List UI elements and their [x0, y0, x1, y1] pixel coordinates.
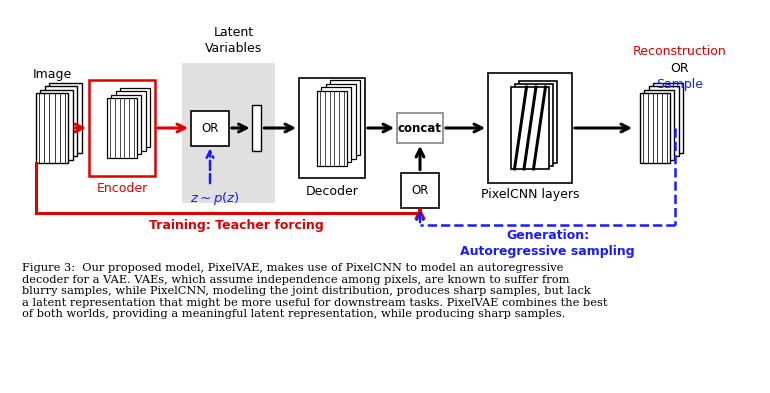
- Polygon shape: [330, 80, 360, 155]
- FancyBboxPatch shape: [253, 105, 262, 151]
- Text: OR: OR: [411, 184, 429, 196]
- Polygon shape: [519, 81, 557, 163]
- Polygon shape: [36, 93, 68, 163]
- Text: Latent
Variables: Latent Variables: [205, 26, 262, 55]
- FancyBboxPatch shape: [299, 78, 365, 178]
- Text: Image: Image: [32, 68, 72, 81]
- Text: OR: OR: [201, 121, 219, 134]
- Polygon shape: [107, 98, 137, 158]
- Text: Encoder: Encoder: [96, 182, 148, 195]
- Text: Training: Teacher forcing: Training: Teacher forcing: [149, 219, 323, 232]
- Text: Sample: Sample: [657, 78, 704, 91]
- Polygon shape: [45, 86, 77, 156]
- Polygon shape: [511, 87, 549, 169]
- Text: Decoder: Decoder: [306, 185, 359, 198]
- Polygon shape: [112, 95, 142, 154]
- FancyBboxPatch shape: [191, 110, 229, 145]
- Polygon shape: [322, 87, 351, 162]
- Text: concat: concat: [398, 121, 442, 134]
- Polygon shape: [644, 90, 675, 160]
- FancyBboxPatch shape: [488, 73, 572, 183]
- Polygon shape: [41, 90, 72, 160]
- FancyBboxPatch shape: [182, 63, 275, 203]
- FancyBboxPatch shape: [401, 173, 439, 208]
- Text: Generation:
Autoregressive sampling: Generation: Autoregressive sampling: [460, 229, 634, 258]
- Polygon shape: [326, 83, 356, 158]
- Text: Figure 3:  Our proposed model, PixelVAE, makes use of PixelCNN to model an autor: Figure 3: Our proposed model, PixelVAE, …: [22, 263, 608, 320]
- Polygon shape: [654, 83, 684, 152]
- Polygon shape: [649, 86, 679, 156]
- Polygon shape: [515, 84, 553, 166]
- Polygon shape: [317, 90, 347, 165]
- Text: OR: OR: [671, 62, 689, 75]
- Text: Reconstruction: Reconstruction: [633, 45, 727, 58]
- FancyBboxPatch shape: [397, 113, 443, 143]
- Text: $z \sim p(z)$: $z \sim p(z)$: [190, 190, 240, 207]
- Polygon shape: [116, 91, 146, 151]
- Text: PixelCNN layers: PixelCNN layers: [480, 188, 579, 201]
- Polygon shape: [49, 83, 82, 152]
- Polygon shape: [640, 93, 670, 163]
- Polygon shape: [120, 88, 150, 147]
- FancyBboxPatch shape: [89, 80, 155, 176]
